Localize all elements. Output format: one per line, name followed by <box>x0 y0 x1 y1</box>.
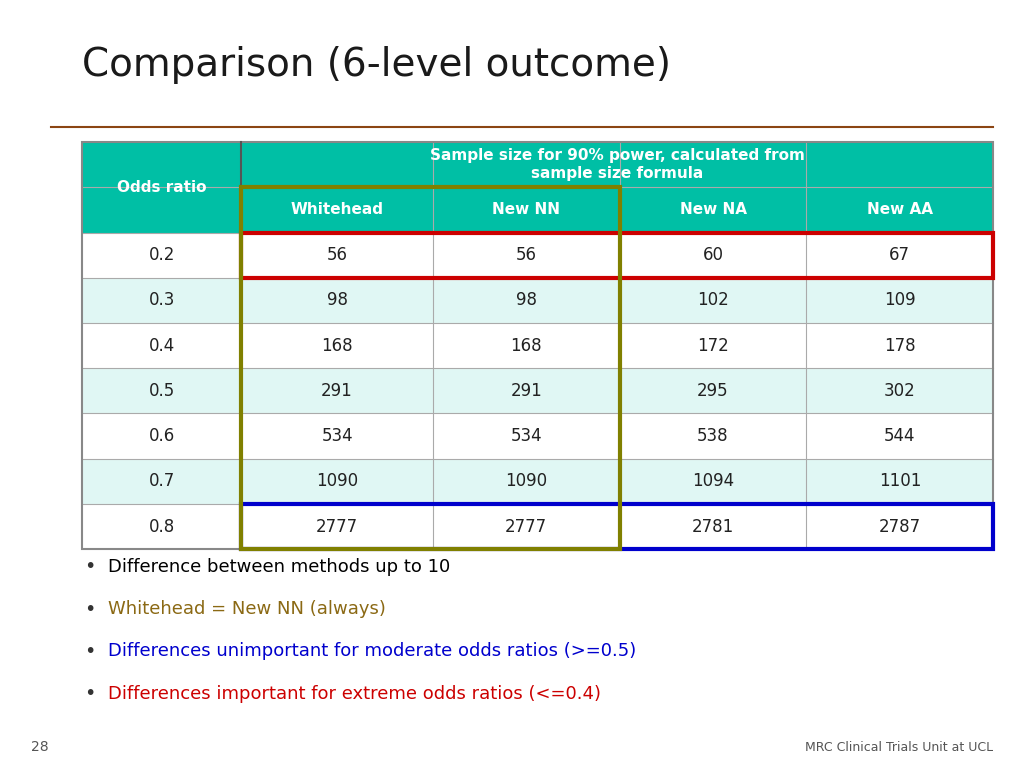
Text: New NA: New NA <box>680 203 746 217</box>
Text: Difference between methods up to 10: Difference between methods up to 10 <box>108 558 450 576</box>
Text: Whitehead = New NN (always): Whitehead = New NN (always) <box>108 600 385 618</box>
Text: 2777: 2777 <box>316 518 358 535</box>
Text: Whitehead: Whitehead <box>291 203 384 217</box>
Text: 56: 56 <box>516 247 537 264</box>
Text: 102: 102 <box>697 291 729 310</box>
Text: 2777: 2777 <box>505 518 547 535</box>
Text: 98: 98 <box>516 291 537 310</box>
Text: 56: 56 <box>327 247 347 264</box>
Text: 0.2: 0.2 <box>148 247 175 264</box>
Text: Comparison (6-level outcome): Comparison (6-level outcome) <box>82 46 671 84</box>
Bar <box>82 142 993 187</box>
Text: 534: 534 <box>510 427 542 445</box>
Text: 28: 28 <box>31 740 48 754</box>
Bar <box>242 187 620 549</box>
Text: MRC Clinical Trials Unit at UCL: MRC Clinical Trials Unit at UCL <box>805 741 993 754</box>
Text: •: • <box>84 600 96 618</box>
Text: Differences unimportant for moderate odds ratios (>=0.5): Differences unimportant for moderate odd… <box>108 642 636 660</box>
Text: 1090: 1090 <box>316 472 358 490</box>
Text: 0.3: 0.3 <box>148 291 175 310</box>
Text: Sample size for 90% power, calculated from
sample size formula: Sample size for 90% power, calculated fr… <box>430 148 805 181</box>
Text: 1090: 1090 <box>505 472 547 490</box>
Text: 538: 538 <box>697 427 729 445</box>
Text: Odds ratio: Odds ratio <box>117 180 207 195</box>
Text: 67: 67 <box>890 247 910 264</box>
Text: 295: 295 <box>697 382 729 400</box>
Text: 0.4: 0.4 <box>148 336 175 355</box>
Text: 1094: 1094 <box>692 472 734 490</box>
Text: 544: 544 <box>884 427 915 445</box>
Text: 60: 60 <box>702 247 724 264</box>
Bar <box>242 233 993 278</box>
Bar <box>82 323 993 368</box>
Text: 0.6: 0.6 <box>148 427 175 445</box>
Text: 0.7: 0.7 <box>148 472 175 490</box>
Text: 168: 168 <box>510 336 542 355</box>
Bar <box>82 142 993 549</box>
Text: •: • <box>84 684 96 703</box>
Bar <box>82 368 993 413</box>
Text: •: • <box>84 558 96 576</box>
Text: 168: 168 <box>322 336 353 355</box>
Text: 302: 302 <box>884 382 915 400</box>
Text: 0.8: 0.8 <box>148 518 175 535</box>
Text: 178: 178 <box>884 336 915 355</box>
Text: 291: 291 <box>510 382 542 400</box>
Text: 172: 172 <box>697 336 729 355</box>
Text: 291: 291 <box>322 382 353 400</box>
Text: 2787: 2787 <box>879 518 921 535</box>
Text: •: • <box>84 642 96 660</box>
Text: 0.5: 0.5 <box>148 382 175 400</box>
Text: 534: 534 <box>322 427 353 445</box>
Bar <box>82 458 993 504</box>
Bar <box>82 413 993 458</box>
Bar <box>82 187 993 233</box>
Text: Differences important for extreme odds ratios (<=0.4): Differences important for extreme odds r… <box>108 684 600 703</box>
Text: 109: 109 <box>884 291 915 310</box>
Text: 1101: 1101 <box>879 472 921 490</box>
Bar <box>82 504 993 549</box>
Bar <box>82 278 993 323</box>
Text: New NN: New NN <box>493 203 560 217</box>
Text: 2781: 2781 <box>692 518 734 535</box>
Bar <box>82 233 993 278</box>
Bar <box>242 504 993 549</box>
Text: New AA: New AA <box>867 203 933 217</box>
Text: 98: 98 <box>327 291 347 310</box>
